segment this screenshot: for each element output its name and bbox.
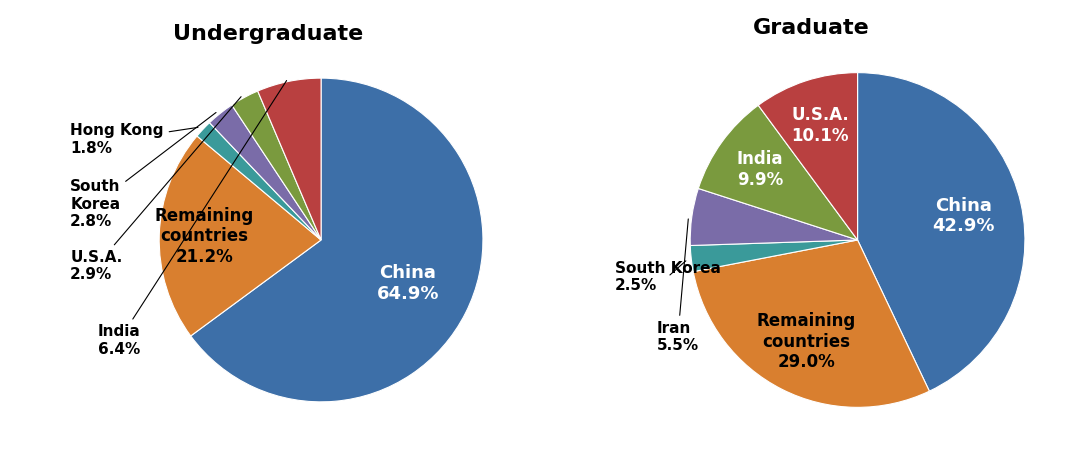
Wedge shape [191,78,483,402]
Title: Graduate: Graduate [753,18,869,38]
Title: Undergraduate: Undergraduate [173,24,364,44]
Wedge shape [197,123,321,240]
Wedge shape [858,73,1025,391]
Text: South Korea
2.5%: South Korea 2.5% [615,260,720,293]
Text: China
64.9%: China 64.9% [377,264,438,303]
Wedge shape [210,105,321,240]
Text: India
9.9%: India 9.9% [737,150,783,189]
Text: Iran
5.5%: Iran 5.5% [657,219,699,353]
Wedge shape [690,188,858,246]
Text: Hong Kong
1.8%: Hong Kong 1.8% [70,123,198,156]
Wedge shape [758,73,858,240]
Text: U.S.A.
10.1%: U.S.A. 10.1% [791,106,849,145]
Wedge shape [693,240,930,407]
Wedge shape [690,240,858,272]
Wedge shape [699,105,858,240]
Text: India
6.4%: India 6.4% [97,81,286,356]
Text: Remaining
countries
21.2%: Remaining countries 21.2% [154,206,254,266]
Text: South
Korea
2.8%: South Korea 2.8% [70,112,216,229]
Text: Remaining
countries
29.0%: Remaining countries 29.0% [757,312,855,371]
Wedge shape [258,78,321,240]
Text: China
42.9%: China 42.9% [932,197,995,235]
Wedge shape [232,91,321,240]
Text: U.S.A.
2.9%: U.S.A. 2.9% [70,96,241,282]
Wedge shape [159,136,321,336]
